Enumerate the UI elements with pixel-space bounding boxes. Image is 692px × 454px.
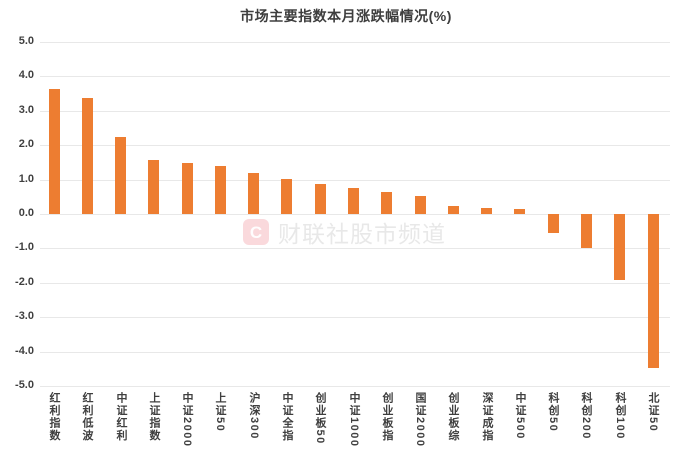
x-axis-label: 中证2000 (181, 392, 193, 448)
bar (148, 160, 159, 214)
logo-letter: C (249, 222, 263, 242)
x-axis-label: 红利指数 (48, 392, 60, 442)
x-axis-label: 创业板指 (381, 392, 393, 442)
x-axis-label: 创业板综 (447, 392, 459, 442)
y-tick-label: 4.0 (18, 69, 34, 81)
y-tick-label: -2.0 (15, 276, 34, 288)
x-axis-label: 北证50 (647, 392, 659, 433)
bar (381, 192, 392, 214)
gridline (40, 111, 670, 112)
y-tick-label: -5.0 (15, 379, 34, 391)
bar (281, 179, 292, 214)
bar (348, 188, 359, 214)
gridline (40, 42, 670, 43)
x-axis-label: 中证1000 (348, 392, 360, 448)
bar (182, 163, 193, 214)
y-tick-label: -1.0 (15, 241, 34, 253)
bar (82, 98, 93, 214)
x-axis-label: 深证成指 (481, 392, 493, 442)
x-axis-label: 上证指数 (148, 392, 160, 442)
bar (115, 137, 126, 214)
bar (415, 196, 426, 214)
y-tick-label: -3.0 (15, 310, 34, 322)
y-tick-label: 2.0 (18, 138, 34, 150)
y-tick-label: -4.0 (15, 345, 34, 357)
x-axis-label: 中证500 (514, 392, 526, 440)
y-tick-label: 5.0 (18, 35, 34, 47)
bar (581, 214, 592, 248)
bar (648, 214, 659, 368)
x-axis-label: 科创100 (614, 392, 626, 440)
watermark: C 财联社股市频道 (243, 215, 446, 249)
bar (548, 214, 559, 233)
y-tick-label: 0.0 (18, 207, 34, 219)
gridline (40, 352, 670, 353)
bar (614, 214, 625, 280)
gridline (40, 180, 670, 181)
bar (315, 184, 326, 214)
x-axis-label: 科创200 (580, 392, 592, 440)
x-axis-label: 科创50 (547, 392, 559, 433)
bar (448, 206, 459, 214)
bar (248, 173, 259, 214)
gridline (40, 214, 670, 215)
x-axis-label: 创业板50 (314, 392, 326, 445)
x-axis-label: 红利低波 (81, 392, 93, 442)
cailianshe-logo-icon: C (243, 219, 269, 245)
gridline (40, 386, 670, 387)
x-axis-label: 沪深300 (248, 392, 260, 440)
x-axis-label: 中证全指 (281, 392, 293, 442)
bar (49, 89, 60, 214)
x-axis-label: 中证红利 (115, 392, 127, 442)
gridline (40, 283, 670, 284)
y-tick-label: 3.0 (18, 104, 34, 116)
watermark-text: 财联社股市频道 (278, 221, 446, 247)
bar (215, 166, 226, 214)
gridline (40, 317, 670, 318)
x-axis-label: 国证2000 (414, 392, 426, 448)
chart-title: 市场主要指数本月涨跌幅情况(%) (240, 8, 452, 24)
gridline (40, 145, 670, 146)
gridline (40, 76, 670, 77)
gridline (40, 248, 670, 249)
bar (481, 208, 492, 214)
bar (514, 209, 525, 214)
x-axis-label: 上证50 (214, 392, 226, 433)
y-tick-label: 1.0 (18, 173, 34, 185)
